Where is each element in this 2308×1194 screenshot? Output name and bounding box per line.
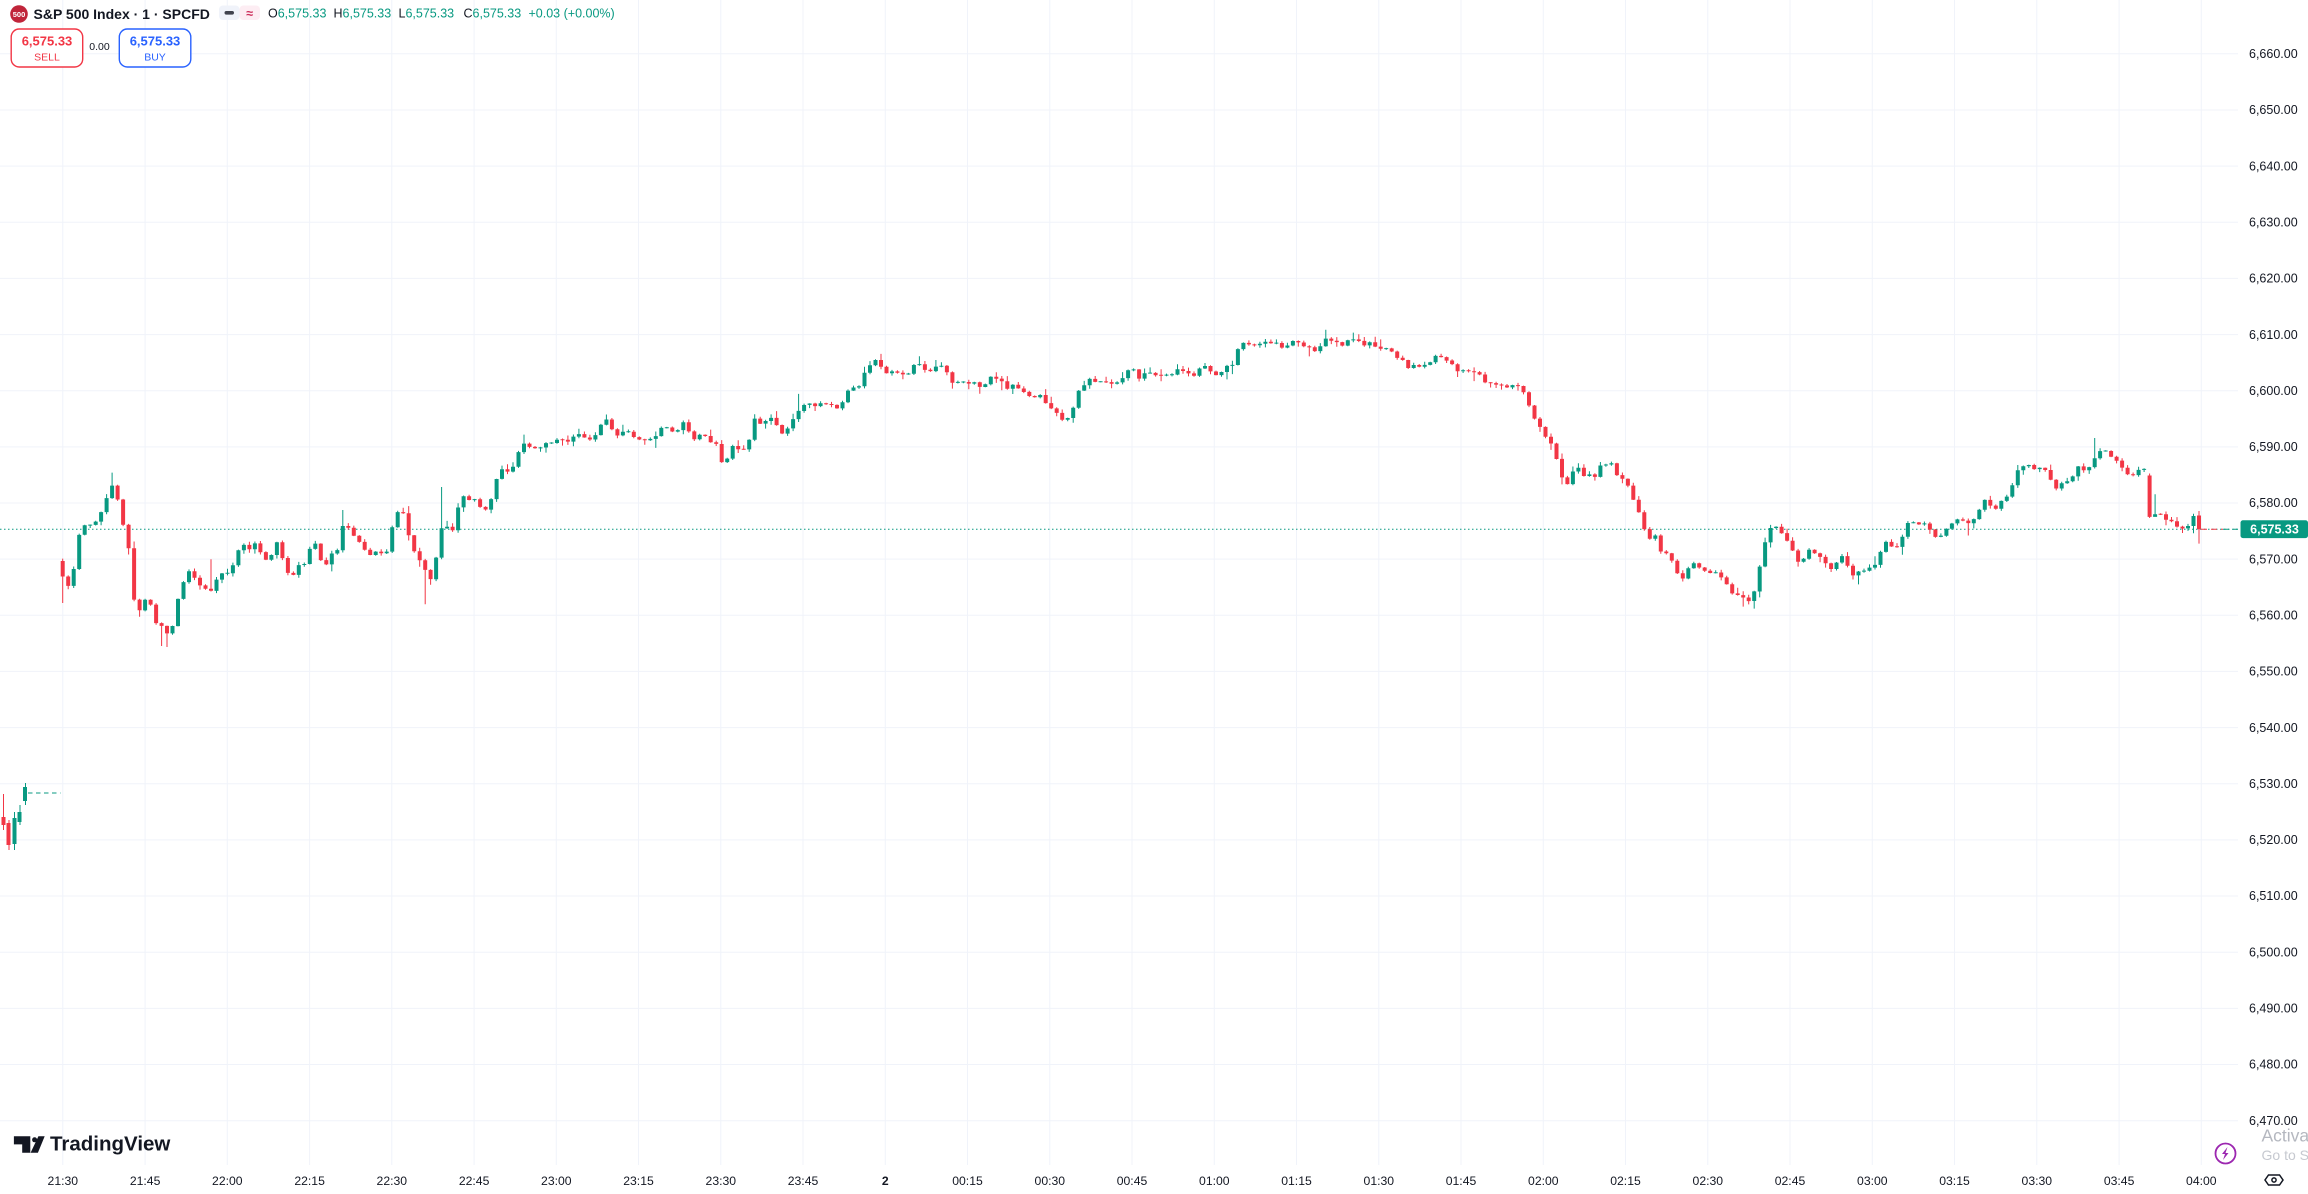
svg-text:22:15: 22:15 bbox=[294, 1174, 325, 1188]
svg-text:23:30: 23:30 bbox=[706, 1174, 737, 1188]
svg-text:22:30: 22:30 bbox=[377, 1174, 408, 1188]
svg-text:00:45: 00:45 bbox=[1117, 1174, 1148, 1188]
svg-text:02:00: 02:00 bbox=[1528, 1174, 1559, 1188]
svg-text:03:30: 03:30 bbox=[2022, 1174, 2053, 1188]
svg-text:22:45: 22:45 bbox=[459, 1174, 490, 1188]
svg-text:22:00: 22:00 bbox=[212, 1174, 243, 1188]
svg-text:6,575.33: 6,575.33 bbox=[130, 34, 181, 49]
svg-text:6,610.00: 6,610.00 bbox=[2249, 328, 2298, 342]
svg-text:03:45: 03:45 bbox=[2104, 1174, 2135, 1188]
svg-text:≈: ≈ bbox=[246, 7, 253, 21]
svg-text:6,570.00: 6,570.00 bbox=[2249, 552, 2298, 566]
svg-text:BUY: BUY bbox=[144, 52, 166, 64]
svg-text:03:15: 03:15 bbox=[1939, 1174, 1970, 1188]
svg-text:500: 500 bbox=[13, 10, 26, 19]
svg-text:01:45: 01:45 bbox=[1446, 1174, 1477, 1188]
svg-text:21:30: 21:30 bbox=[48, 1174, 79, 1188]
svg-text:C6,575.33: C6,575.33 bbox=[464, 7, 522, 21]
svg-text:6,540.00: 6,540.00 bbox=[2249, 721, 2298, 735]
svg-text:6,470.00: 6,470.00 bbox=[2249, 1114, 2298, 1128]
svg-text:21:45: 21:45 bbox=[130, 1174, 161, 1188]
svg-text:02:15: 02:15 bbox=[1610, 1174, 1641, 1188]
svg-text:02:30: 02:30 bbox=[1693, 1174, 1724, 1188]
svg-text:23:45: 23:45 bbox=[788, 1174, 819, 1188]
svg-text:6,560.00: 6,560.00 bbox=[2249, 609, 2298, 623]
svg-text:6,500.00: 6,500.00 bbox=[2249, 945, 2298, 959]
svg-text:6,590.00: 6,590.00 bbox=[2249, 440, 2298, 454]
svg-text:01:30: 01:30 bbox=[1364, 1174, 1395, 1188]
svg-text:00:30: 00:30 bbox=[1035, 1174, 1066, 1188]
svg-text:6,650.00: 6,650.00 bbox=[2249, 103, 2298, 117]
svg-text:23:00: 23:00 bbox=[541, 1174, 572, 1188]
svg-text:03:00: 03:00 bbox=[1857, 1174, 1888, 1188]
svg-text:6,575.33: 6,575.33 bbox=[22, 34, 73, 49]
svg-text:6,520.00: 6,520.00 bbox=[2249, 833, 2298, 847]
svg-text:6,600.00: 6,600.00 bbox=[2249, 384, 2298, 398]
svg-text:01:00: 01:00 bbox=[1199, 1174, 1230, 1188]
svg-text:6,630.00: 6,630.00 bbox=[2249, 215, 2298, 229]
svg-text:Go to Setting: Go to Setting bbox=[2262, 1147, 2308, 1163]
svg-text:6,530.00: 6,530.00 bbox=[2249, 777, 2298, 791]
svg-text:6,480.00: 6,480.00 bbox=[2249, 1058, 2298, 1072]
svg-text:S&P 500 Index · 1 · SPCFD: S&P 500 Index · 1 · SPCFD bbox=[34, 6, 210, 22]
svg-text:6,620.00: 6,620.00 bbox=[2249, 272, 2298, 286]
svg-text:SELL: SELL bbox=[34, 52, 60, 64]
svg-text:02:45: 02:45 bbox=[1775, 1174, 1806, 1188]
svg-text:O6,575.33: O6,575.33 bbox=[268, 7, 326, 21]
svg-text:6,580.00: 6,580.00 bbox=[2249, 496, 2298, 510]
svg-text:6,490.00: 6,490.00 bbox=[2249, 1002, 2298, 1016]
svg-text:23:15: 23:15 bbox=[623, 1174, 654, 1188]
svg-text:6,575.33: 6,575.33 bbox=[2250, 523, 2299, 537]
svg-text:L6,575.33: L6,575.33 bbox=[399, 7, 455, 21]
svg-text:00:15: 00:15 bbox=[952, 1174, 983, 1188]
svg-text:TradingView: TradingView bbox=[50, 1132, 170, 1155]
svg-text:2: 2 bbox=[882, 1174, 889, 1188]
svg-text:6,660.00: 6,660.00 bbox=[2249, 47, 2298, 61]
svg-text:04:00: 04:00 bbox=[2186, 1174, 2217, 1188]
svg-text:6,510.00: 6,510.00 bbox=[2249, 889, 2298, 903]
svg-text:6,550.00: 6,550.00 bbox=[2249, 665, 2298, 679]
svg-text:Activate Win: Activate Win bbox=[2262, 1126, 2308, 1146]
svg-text:+0.03 (+0.00%): +0.03 (+0.00%) bbox=[529, 7, 615, 21]
svg-text:0.00: 0.00 bbox=[89, 41, 110, 53]
svg-text:H6,575.33: H6,575.33 bbox=[334, 7, 392, 21]
svg-text:6,640.00: 6,640.00 bbox=[2249, 159, 2298, 173]
svg-text:01:15: 01:15 bbox=[1281, 1174, 1312, 1188]
